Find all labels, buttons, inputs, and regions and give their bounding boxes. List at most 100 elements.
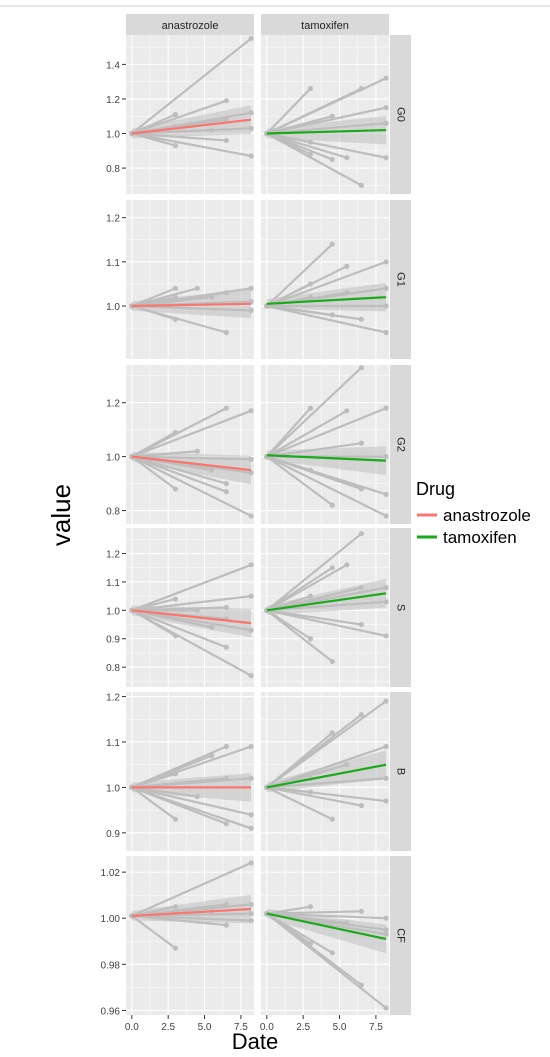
- y-tick-label: 1.1: [106, 738, 120, 749]
- panel-background: [126, 856, 254, 1015]
- sample-point: [248, 673, 254, 679]
- strip-label-G2: G2: [395, 437, 407, 452]
- sample-line: [130, 409, 253, 458]
- facet-panels: [126, 35, 389, 1015]
- strip-label-tamoxifen: tamoxifen: [301, 20, 349, 32]
- y-tick-label: 1.02: [101, 868, 121, 879]
- y-tick-label: 1.2: [106, 693, 120, 704]
- panel-tamoxifen-G0: [261, 35, 389, 194]
- trend-line-anastrozole: [131, 907, 252, 918]
- sample-point: [329, 565, 335, 571]
- sample-point: [329, 816, 335, 822]
- sample-point: [358, 486, 364, 492]
- sample-line: [265, 409, 348, 458]
- sample-line: [265, 87, 312, 135]
- sample-point: [172, 429, 179, 435]
- sample-point: [223, 137, 229, 144]
- sample-line: [265, 731, 334, 789]
- legend-title: Drug: [416, 479, 455, 499]
- sample-point: [358, 440, 364, 446]
- sample-point: [172, 143, 179, 149]
- sample-line: [265, 532, 363, 612]
- sample-point: [248, 743, 254, 750]
- legend: Drug anastrozole tamoxifen: [416, 479, 531, 547]
- strip-label-CF: CF: [395, 928, 407, 943]
- sample-point: [307, 405, 314, 411]
- sample-point: [307, 904, 314, 910]
- sample-point: [329, 502, 335, 508]
- strip-label-S: S: [395, 604, 407, 611]
- y-tick-label: 1.0: [106, 606, 120, 617]
- sample-point: [329, 658, 335, 665]
- y-tick-label: 0.8: [106, 164, 120, 175]
- confidence-ribbon: [131, 289, 252, 319]
- x-tick-label: 7.5: [234, 1022, 248, 1033]
- y-tick-label: 0.8: [106, 663, 120, 674]
- panel-background: [126, 200, 254, 359]
- sample-point: [194, 285, 200, 291]
- y-tick-label: 1.0: [106, 453, 120, 464]
- sample-point: [307, 151, 314, 157]
- sample-point: [248, 593, 254, 599]
- sample-point: [383, 491, 389, 497]
- sample-point: [344, 562, 350, 568]
- sample-point: [383, 75, 389, 81]
- sample-line: [265, 87, 363, 135]
- y-tick-label: 1.2: [106, 95, 120, 106]
- sample-point: [329, 950, 335, 956]
- sample-point: [194, 448, 200, 454]
- trend-line-tamoxifen: [266, 296, 387, 305]
- sample-point: [307, 85, 314, 92]
- sample-point: [383, 915, 389, 921]
- y-tick-label: 0.8: [106, 507, 120, 518]
- sample-point: [248, 408, 254, 414]
- sample-point: [209, 753, 215, 759]
- sample-point: [329, 156, 335, 163]
- y-tick-label: 1.0: [106, 130, 120, 141]
- confidence-ribbon: [131, 894, 252, 924]
- sample-point: [358, 712, 364, 718]
- panel-background: [126, 692, 254, 851]
- x-axis-label: Date: [232, 1029, 278, 1054]
- sample-point: [358, 182, 364, 188]
- panel-tamoxifen-B: [261, 692, 389, 851]
- sample-line: [265, 304, 388, 334]
- panel-background: [126, 365, 254, 524]
- sample-point: [329, 730, 335, 736]
- sample-point: [383, 1005, 389, 1011]
- strip-anastrozole: [126, 14, 254, 35]
- sample-point: [307, 467, 314, 473]
- panel-anastrozole-G0: [126, 35, 254, 194]
- panel-anastrozole-B: [126, 692, 254, 851]
- confidence-ribbon: [266, 446, 387, 475]
- sample-line: [265, 455, 388, 518]
- sample-point: [223, 922, 229, 928]
- sample-point: [248, 35, 254, 42]
- legend-label-tamoxifen: tamoxifen: [443, 528, 517, 547]
- strip-B: [390, 692, 411, 851]
- confidence-ribbon: [266, 115, 387, 145]
- x-tick-label: 0.0: [125, 1022, 139, 1033]
- trend-line-tamoxifen: [266, 454, 387, 462]
- y-tick-label: 0.9: [106, 829, 120, 840]
- sample-line: [265, 366, 363, 458]
- strip-label-G1: G1: [395, 272, 407, 287]
- trend-line-anastrozole: [131, 455, 252, 472]
- sample-point: [358, 802, 364, 809]
- sample-point: [223, 405, 229, 411]
- y-tick-label: 0.9: [106, 635, 120, 646]
- strip-G1: [390, 200, 411, 359]
- sample-point: [383, 104, 389, 111]
- y-tick-label: 1.2: [106, 214, 120, 225]
- sample-point: [383, 259, 389, 265]
- confidence-ribbon: [266, 282, 387, 312]
- panel-tamoxifen-CF: [261, 856, 389, 1015]
- sample-point: [383, 405, 389, 411]
- sample-point: [248, 825, 254, 831]
- strip-label-anastrozole: anastrozole: [162, 20, 219, 32]
- axes: 0.8 1.0 1.2 1.4 1.0 1.1 1.2 0.8 1.0 1.2 0.8 0.9 1.0 1…: [101, 60, 384, 1033]
- x-tick-label: 7.5: [369, 1022, 383, 1033]
- sample-point: [358, 621, 364, 628]
- x-tick-label: 2.5: [296, 1022, 310, 1033]
